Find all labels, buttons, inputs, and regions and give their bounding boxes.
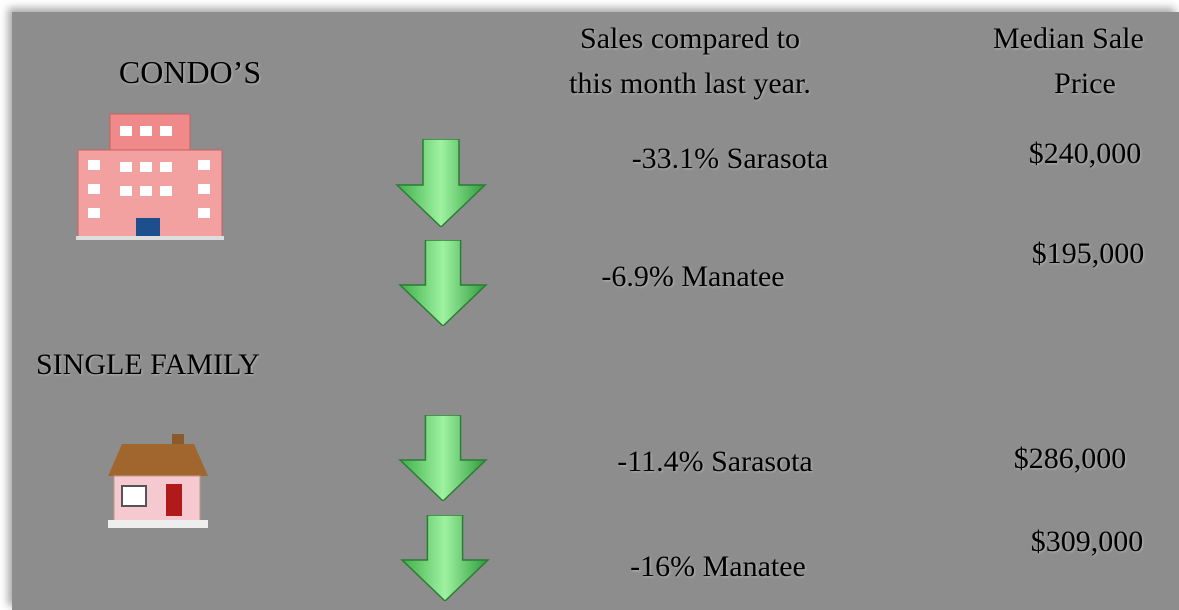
slide: CONDO’S Sales compared to this month las…	[12, 12, 1179, 610]
sales-change: -16% Manatee	[630, 552, 806, 582]
median-price: $195,000	[1032, 239, 1145, 269]
column-header: Price	[1054, 69, 1116, 99]
down-arrow	[398, 240, 488, 326]
down-arrow	[395, 139, 487, 227]
column-header: Median Sale	[993, 24, 1144, 54]
page: CONDO’S Sales compared to this month las…	[0, 0, 1179, 610]
column-header: this month last year.	[569, 69, 811, 99]
median-price: $286,000	[1014, 444, 1127, 474]
sales-change: -6.9% Manatee	[601, 262, 784, 292]
condo-label: CONDO’S	[119, 56, 261, 88]
condo-icon	[76, 110, 224, 240]
single-family-label: SINGLE FAMILY	[36, 350, 260, 380]
down-arrow	[398, 415, 488, 501]
median-price: $240,000	[1029, 139, 1142, 169]
sales-change: -33.1% Sarasota	[632, 144, 829, 174]
down-arrow	[400, 515, 490, 601]
house-icon	[108, 432, 208, 530]
column-header: Sales compared to	[580, 24, 800, 54]
median-price: $309,000	[1031, 527, 1144, 557]
sales-change: -11.4% Sarasota	[617, 447, 813, 477]
